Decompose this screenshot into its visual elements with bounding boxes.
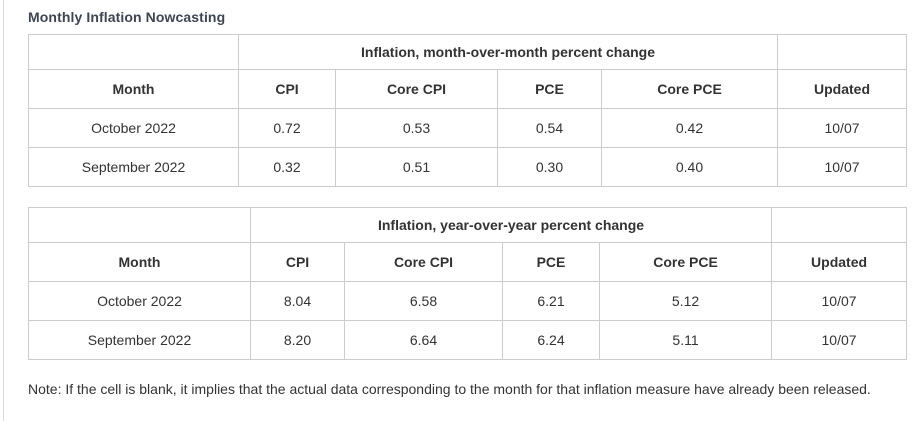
mom-inflation-table: Inflation, month-over-month percent chan…: [28, 34, 908, 187]
yoy-table-caption: Inflation, year-over-year percent change: [249, 207, 773, 243]
cell-pce: 0.54: [497, 108, 602, 148]
cell-updated: 10/07: [777, 108, 908, 148]
cell-core-cpi: 0.51: [335, 147, 498, 187]
cell-cpi: 8.20: [250, 320, 345, 360]
spacer-cell: [28, 34, 239, 70]
column-header-core-cpi: Core CPI: [335, 69, 498, 109]
page-container: Monthly Inflation Nowcasting Inflation, …: [3, 0, 920, 421]
column-header-month: Month: [28, 69, 239, 109]
cell-pce: 0.30: [497, 147, 602, 187]
footnote: Note: If the cell is blank, it implies t…: [28, 381, 871, 397]
cell-month: September 2022: [28, 147, 239, 187]
yoy-caption-row: Inflation, year-over-year percent change: [28, 207, 908, 243]
cell-month: September 2022: [28, 320, 251, 360]
yoy-inflation-table: Inflation, year-over-year percent change…: [28, 207, 908, 360]
cell-core-pce: 0.42: [600, 108, 779, 148]
cell-updated: 10/07: [777, 147, 908, 187]
column-header-core-pce: Core PCE: [598, 242, 773, 282]
yoy-header-row: Month CPI Core CPI PCE Core PCE Updated: [28, 242, 908, 282]
mom-table-caption: Inflation, month-over-month percent chan…: [237, 34, 779, 70]
cell-cpi: 8.04: [250, 281, 345, 321]
cell-cpi: 0.72: [238, 108, 336, 148]
cell-month: October 2022: [28, 281, 251, 321]
spacer-cell: [777, 34, 908, 70]
column-header-updated: Updated: [771, 242, 908, 282]
cell-core-cpi: 6.64: [344, 320, 503, 360]
spacer-cell: [771, 207, 908, 243]
column-header-cpi: CPI: [238, 69, 336, 109]
cell-core-pce: 0.40: [600, 147, 779, 187]
table-row: October 2022 0.72 0.53 0.54 0.42 10/07: [28, 108, 908, 148]
table-row: September 2022 8.20 6.64 6.24 5.11 10/07: [28, 320, 908, 360]
cell-core-pce: 5.11: [598, 320, 773, 360]
cell-cpi: 0.32: [238, 147, 336, 187]
cell-updated: 10/07: [771, 281, 908, 321]
spacer-cell: [28, 207, 251, 243]
cell-core-pce: 5.12: [598, 281, 773, 321]
column-header-pce: PCE: [497, 69, 602, 109]
mom-caption-row: Inflation, month-over-month percent chan…: [28, 34, 908, 70]
column-header-month: Month: [28, 242, 251, 282]
table-row: September 2022 0.32 0.51 0.30 0.40 10/07: [28, 147, 908, 187]
cell-core-cpi: 0.53: [335, 108, 498, 148]
cell-pce: 6.21: [502, 281, 600, 321]
cell-month: October 2022: [28, 108, 239, 148]
cell-pce: 6.24: [502, 320, 600, 360]
table-row: October 2022 8.04 6.58 6.21 5.12 10/07: [28, 281, 908, 321]
column-header-cpi: CPI: [250, 242, 345, 282]
column-header-pce: PCE: [502, 242, 600, 282]
cell-core-cpi: 6.58: [344, 281, 503, 321]
column-header-core-pce: Core PCE: [600, 69, 779, 109]
mom-header-row: Month CPI Core CPI PCE Core PCE Updated: [28, 69, 908, 109]
column-header-core-cpi: Core CPI: [344, 242, 503, 282]
cell-updated: 10/07: [771, 320, 908, 360]
column-header-updated: Updated: [777, 69, 908, 109]
page-title: Monthly Inflation Nowcasting: [28, 9, 226, 25]
